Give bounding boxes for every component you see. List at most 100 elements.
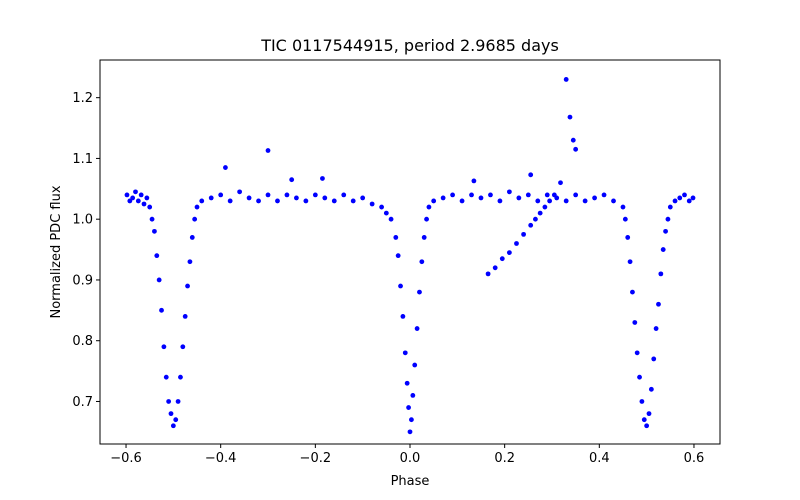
y-tick-label: 1.2 xyxy=(72,91,93,106)
y-tick-label: 0.9 xyxy=(72,273,93,288)
data-point xyxy=(135,198,141,204)
data-point xyxy=(256,198,261,204)
data-points xyxy=(124,77,696,435)
data-point xyxy=(528,172,534,178)
data-point xyxy=(450,192,455,198)
data-point xyxy=(646,411,652,417)
data-point xyxy=(410,392,416,398)
data-point xyxy=(409,417,414,423)
data-point xyxy=(542,204,548,210)
data-point xyxy=(485,271,491,277)
data-point xyxy=(393,235,399,240)
data-point xyxy=(663,228,668,234)
data-point xyxy=(218,192,224,198)
data-point xyxy=(178,374,183,380)
data-point xyxy=(192,216,198,222)
data-point xyxy=(525,192,531,198)
data-point xyxy=(622,216,628,222)
data-point xyxy=(488,192,493,198)
data-point xyxy=(124,192,130,198)
data-point xyxy=(601,192,607,198)
data-point xyxy=(312,192,318,198)
data-point xyxy=(187,259,193,265)
data-point xyxy=(400,314,406,319)
data-point xyxy=(388,216,394,222)
data-point xyxy=(426,204,432,210)
data-point xyxy=(686,198,692,204)
data-point xyxy=(180,344,186,350)
data-point xyxy=(379,204,385,210)
data-point xyxy=(194,204,200,210)
data-point xyxy=(637,374,642,380)
data-point xyxy=(592,195,597,201)
data-point xyxy=(570,137,576,143)
data-point xyxy=(168,411,174,417)
data-point xyxy=(656,301,661,307)
data-point xyxy=(294,195,299,201)
data-point xyxy=(469,192,474,198)
data-point xyxy=(369,201,375,207)
x-axis-label: Phase xyxy=(391,474,430,489)
data-point xyxy=(322,195,328,201)
data-point xyxy=(563,198,569,204)
data-point xyxy=(185,283,190,289)
x-tick-label: −0.6 xyxy=(110,451,142,466)
data-point xyxy=(677,195,683,201)
x-tick-label: 0.6 xyxy=(684,451,705,466)
data-point xyxy=(303,198,309,204)
data-point xyxy=(499,256,505,262)
data-point xyxy=(424,216,429,222)
x-axis-ticks: −0.6 −0.4 −0.2 0.0 0.2 0.4 0.6 xyxy=(110,444,704,466)
data-point xyxy=(133,189,138,195)
data-point xyxy=(223,165,228,170)
data-point xyxy=(383,210,389,216)
data-point xyxy=(563,77,569,82)
data-point xyxy=(331,198,337,204)
x-tick-label: −0.4 xyxy=(205,451,237,466)
data-point xyxy=(147,204,153,210)
x-tick-label: 0.2 xyxy=(494,451,515,466)
plot-area xyxy=(99,59,721,445)
data-point xyxy=(395,253,401,259)
x-tick-label: 0.4 xyxy=(589,451,610,466)
data-point xyxy=(632,320,638,325)
data-point xyxy=(573,192,579,198)
data-point xyxy=(537,210,543,216)
data-point xyxy=(516,195,522,201)
data-point xyxy=(421,235,427,240)
data-point xyxy=(644,423,650,429)
y-axis-label: Normalized PDC flux xyxy=(49,185,64,318)
data-point xyxy=(208,195,214,201)
y-tick-label: 1.0 xyxy=(72,213,93,228)
data-point xyxy=(641,417,647,423)
data-point xyxy=(127,198,133,204)
data-point xyxy=(289,177,295,183)
data-point xyxy=(161,344,167,350)
data-point xyxy=(658,271,664,277)
data-point xyxy=(275,198,280,204)
y-tick-label: 1.1 xyxy=(72,152,93,167)
y-axis-ticks: 0.7 0.8 0.9 1.0 1.1 1.2 xyxy=(72,91,100,410)
data-point xyxy=(667,204,673,210)
data-point xyxy=(398,283,403,289)
chart-title: TIC 0117544915, period 2.9685 days xyxy=(260,36,559,55)
data-point xyxy=(478,195,484,201)
data-point xyxy=(620,204,626,210)
data-point xyxy=(419,259,425,265)
data-point xyxy=(630,289,635,295)
data-point xyxy=(144,195,150,201)
data-point xyxy=(528,222,534,228)
data-point xyxy=(653,326,659,331)
data-point xyxy=(163,374,169,380)
data-point xyxy=(459,198,465,204)
data-point xyxy=(573,146,579,152)
data-point xyxy=(648,386,654,392)
data-point xyxy=(506,189,512,195)
data-point xyxy=(175,399,181,404)
data-point xyxy=(350,198,356,204)
data-point xyxy=(567,114,573,120)
data-point xyxy=(404,380,410,386)
data-point xyxy=(521,231,526,237)
data-point xyxy=(690,195,696,201)
data-point xyxy=(665,216,671,222)
